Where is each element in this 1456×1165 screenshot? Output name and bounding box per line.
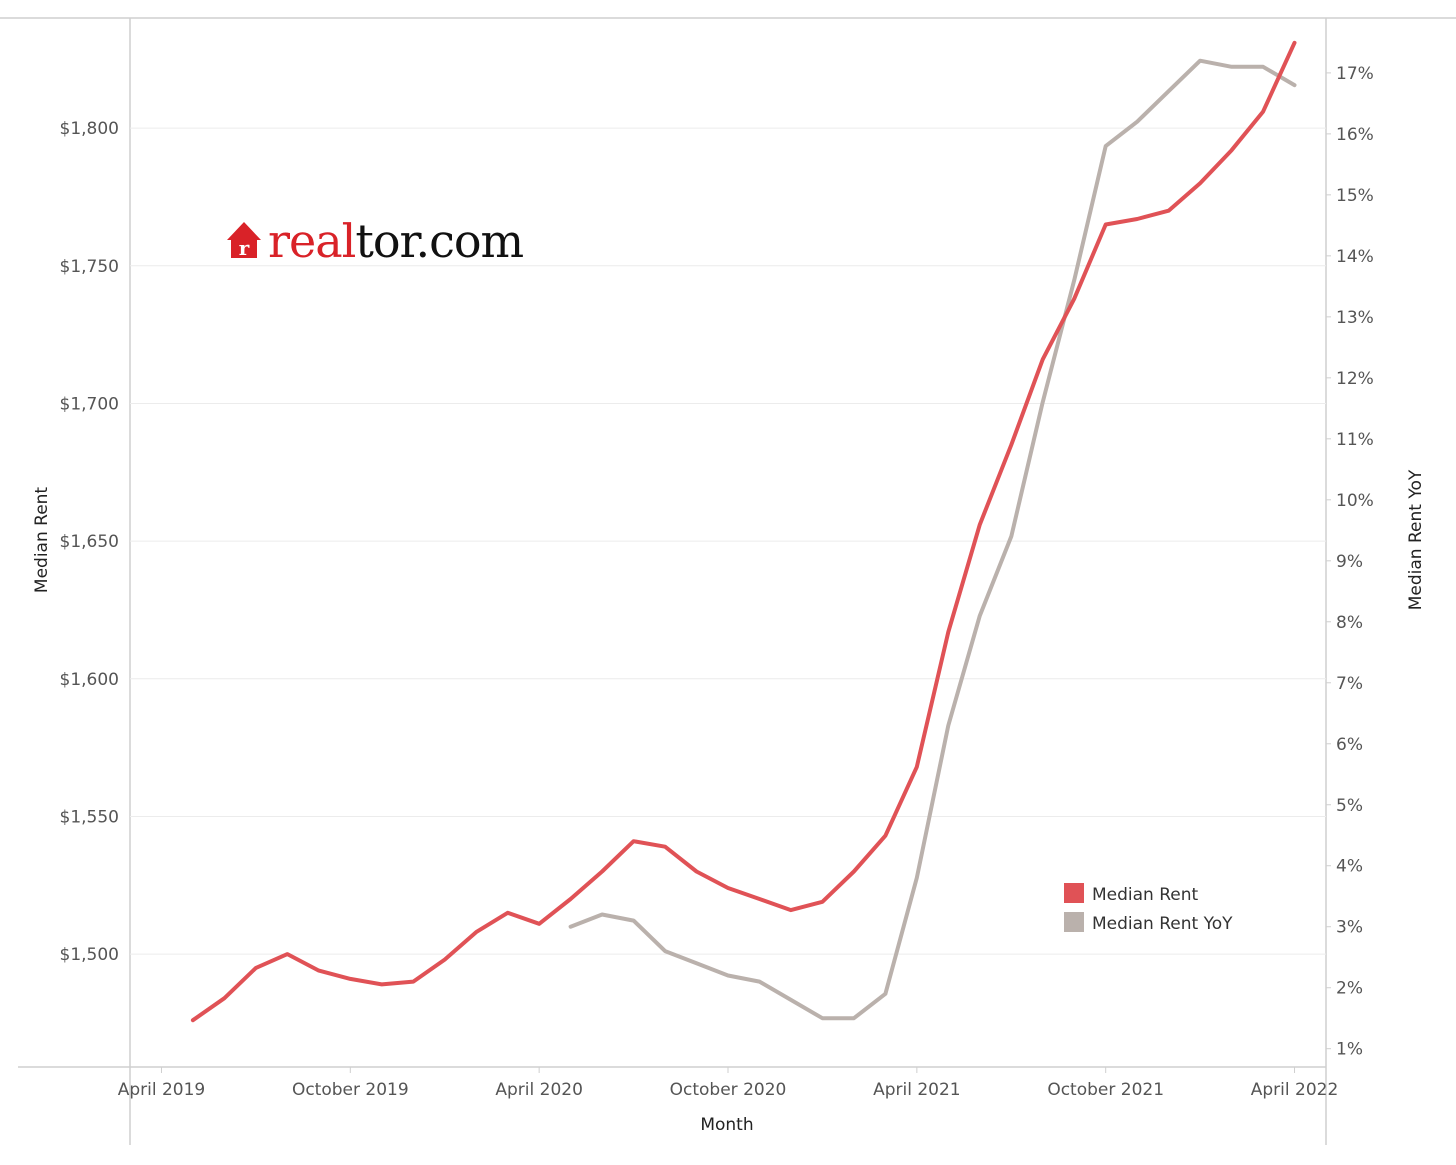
x-axis-title: Month (700, 1115, 753, 1135)
x-tick-label: April 2022 (1251, 1080, 1339, 1100)
legend: Median Rent Median Rent YoY (1064, 883, 1233, 934)
right-tick-label: 3% (1336, 918, 1363, 938)
right-tick-label: 5% (1336, 796, 1363, 816)
right-tick-label: 16% (1336, 125, 1374, 145)
logo-text-black: tor.com (355, 214, 523, 268)
right-tick-label: 13% (1336, 308, 1374, 328)
x-axis-ticks: April 2019 October 2019 April 2020 October … (118, 1067, 1339, 1100)
svg-text:realtor.com: realtor.com (268, 214, 524, 268)
series-line-median-rent-yoy (568, 58, 1297, 1021)
left-tick-label: $1,700 (60, 394, 119, 414)
x-tick-label: October 2019 (292, 1080, 409, 1100)
right-tick-label: 2% (1336, 979, 1363, 999)
right-tick-label: 14% (1336, 247, 1374, 267)
x-tick-label: April 2021 (873, 1080, 961, 1100)
right-tick-label: 10% (1336, 491, 1374, 511)
right-tick-label: 4% (1336, 857, 1363, 877)
realtor-logo: r realtor.com (227, 214, 525, 268)
right-tick-label: 11% (1336, 430, 1374, 450)
left-tick-label: $1,600 (60, 670, 119, 690)
x-tick-label: October 2021 (1047, 1080, 1164, 1100)
legend-swatch (1064, 883, 1084, 903)
right-axis: 1% 2% 3% 4% 5% 6% 7% 8% 9% 10% 11% 12% 13% 14% 15% 16% 1… (1326, 64, 1374, 1060)
left-axis-title: Median Rent (32, 487, 52, 594)
chart-frame (0, 17, 1456, 1145)
right-axis-title: Median Rent YoY (1406, 469, 1426, 610)
house-r-icon: r (227, 222, 261, 260)
right-tick-label: 9% (1336, 552, 1363, 572)
right-tick-label: 1% (1336, 1040, 1363, 1060)
right-tick-label: 12% (1336, 369, 1374, 389)
right-tick-label: 7% (1336, 674, 1363, 694)
right-tick-label: 8% (1336, 613, 1363, 633)
right-tick-label: 15% (1336, 186, 1374, 206)
x-tick-label: April 2019 (118, 1080, 206, 1100)
x-tick-label: April 2020 (495, 1080, 583, 1100)
left-tick-label: $1,550 (60, 807, 119, 827)
right-tick-label: 6% (1336, 735, 1363, 755)
svg-text:r: r (239, 236, 250, 260)
left-tick-label: $1,650 (60, 532, 119, 552)
x-tick-label: October 2020 (670, 1080, 787, 1100)
legend-label: Median Rent (1092, 885, 1199, 905)
legend-label: Median Rent YoY (1092, 914, 1233, 934)
series-line-median-rent (190, 40, 1297, 1023)
grid-lines (130, 127, 1326, 955)
left-tick-label: $1,750 (60, 257, 119, 277)
logo-text-red: real (268, 214, 356, 268)
left-axis: $1,500 $1,550 $1,600 $1,650 $1,700 $1,750 $1,8… (60, 119, 119, 965)
left-tick-label: $1,500 (60, 945, 119, 965)
right-tick-label: 17% (1336, 64, 1374, 84)
series-lines (190, 40, 1297, 1023)
legend-swatch (1064, 912, 1084, 932)
left-tick-label: $1,800 (60, 119, 119, 139)
